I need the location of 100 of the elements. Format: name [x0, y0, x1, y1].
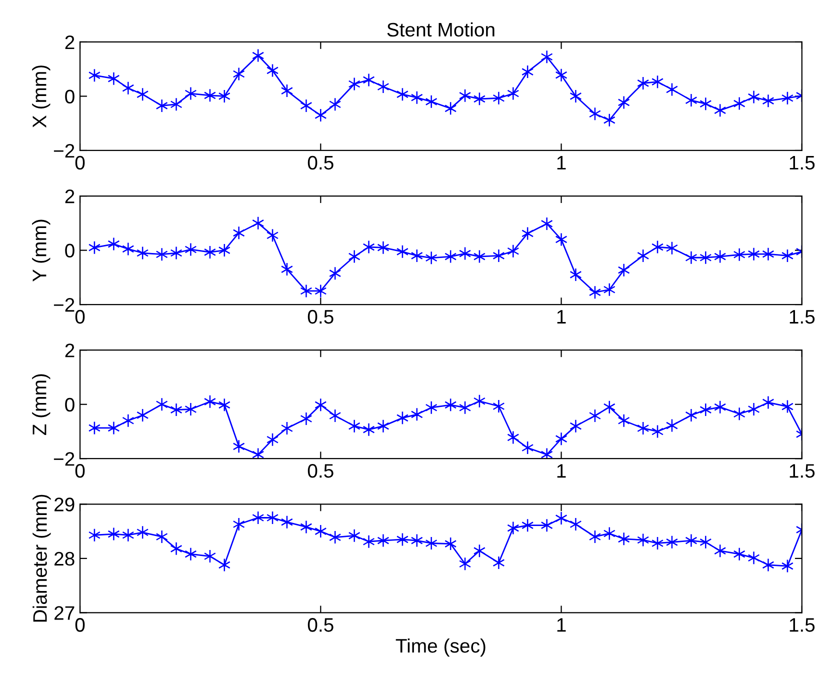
point	[348, 419, 360, 433]
point	[122, 528, 134, 542]
point	[762, 247, 774, 261]
point	[507, 244, 520, 258]
point	[748, 402, 760, 416]
point	[170, 402, 182, 417]
y-tick-label: −2	[54, 144, 74, 158]
point	[314, 284, 327, 298]
x-tick-label: 0.5	[308, 156, 334, 170]
x-tick-label: 0.5	[308, 310, 334, 324]
point	[733, 96, 746, 110]
point	[122, 81, 134, 95]
point	[492, 556, 505, 570]
point	[685, 408, 698, 422]
y-tick-label: 29	[54, 498, 74, 512]
point	[570, 89, 582, 104]
x-tick-label: 1.5	[790, 310, 815, 324]
point	[184, 86, 197, 100]
point	[570, 517, 582, 532]
x-tick-label: 1	[557, 310, 566, 324]
point	[425, 400, 438, 414]
x-tick-label: 1	[557, 156, 566, 170]
y-tick-label: 2	[65, 35, 74, 50]
point	[540, 518, 553, 532]
point	[540, 448, 553, 459]
point	[232, 440, 245, 454]
point	[232, 226, 245, 240]
point	[156, 397, 168, 412]
point	[618, 263, 630, 277]
point	[507, 86, 520, 100]
point	[425, 536, 438, 550]
point	[540, 216, 553, 231]
point	[762, 558, 774, 572]
point	[348, 250, 360, 264]
y-tick-label: 0	[65, 90, 74, 104]
point	[362, 240, 375, 254]
point	[348, 77, 360, 91]
point	[108, 421, 120, 435]
point	[733, 406, 746, 421]
point	[108, 527, 120, 541]
point	[377, 240, 390, 254]
point	[108, 72, 120, 86]
point	[555, 232, 568, 246]
point	[314, 524, 327, 538]
point	[507, 521, 520, 535]
point	[377, 419, 390, 433]
point	[170, 97, 182, 112]
point	[362, 534, 375, 548]
point	[314, 398, 327, 412]
point	[685, 93, 698, 108]
point	[377, 534, 390, 548]
x-tick-label: 0	[75, 310, 85, 324]
y-tick-label: 27	[54, 606, 74, 620]
x-tick-label: 1.5	[790, 464, 815, 478]
y-tick-label: −2	[54, 298, 74, 312]
x-tick-label: 1.5	[790, 618, 815, 632]
point	[156, 247, 168, 262]
point	[300, 520, 312, 534]
point	[492, 91, 505, 105]
point	[618, 414, 630, 428]
y-tick-label: −2	[54, 452, 74, 466]
point	[618, 96, 630, 110]
point	[700, 96, 712, 111]
point	[232, 517, 245, 532]
point	[618, 532, 630, 546]
point	[108, 237, 120, 251]
point	[252, 448, 264, 459]
point	[362, 422, 375, 436]
point	[748, 551, 760, 565]
point	[555, 68, 568, 82]
point	[555, 432, 568, 446]
point	[170, 542, 182, 556]
point	[156, 530, 168, 544]
point	[425, 94, 438, 109]
point	[300, 98, 312, 113]
x-tick-label: 0	[75, 156, 85, 170]
point	[540, 50, 553, 64]
point	[184, 402, 197, 416]
y-axis-title: Y (mm)	[32, 220, 50, 282]
point	[122, 242, 134, 256]
point	[348, 528, 360, 543]
point	[492, 399, 505, 414]
point	[300, 284, 312, 298]
point	[733, 248, 746, 262]
point	[232, 67, 245, 81]
y-tick-label: 2	[65, 190, 74, 204]
point	[733, 547, 746, 561]
x-tick-label: 0.5	[308, 618, 334, 632]
y-axis-title: Z (mm)	[32, 374, 50, 436]
x-tick-label: 0.5	[308, 464, 334, 478]
point	[685, 534, 698, 548]
point	[762, 94, 774, 108]
point	[122, 414, 134, 428]
point	[314, 108, 327, 122]
point	[300, 412, 312, 426]
chart-title: Stent Motion	[387, 22, 494, 37]
point	[748, 90, 760, 104]
point	[748, 247, 760, 261]
x-tick-label: 0	[75, 464, 85, 478]
point	[362, 73, 375, 87]
